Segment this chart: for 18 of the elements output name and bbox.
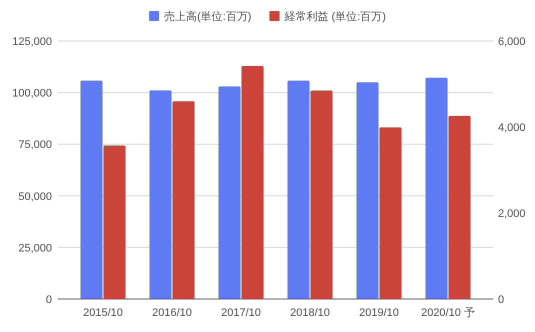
y-tick-label: 0 [46, 294, 52, 306]
y2-tick-label: 0 [498, 294, 504, 306]
y-tick-label: 125,000 [12, 36, 52, 48]
x-tick-label: 2015/10 [83, 307, 123, 319]
y-tick-label: 50,000 [18, 190, 52, 203]
y2-tick-label: 2,000 [498, 208, 526, 220]
legend-label: 売上高(単位:百万) [164, 10, 252, 23]
x-tick-label: 2020/10 予 [421, 307, 475, 319]
x-tick-label: 2016/10 [152, 307, 192, 319]
y2-tick-label: 6,000 [498, 36, 526, 48]
x-tick-label: 2018/10 [290, 307, 330, 319]
y2-tick-label: 4,000 [498, 122, 526, 134]
x-tick-label: 2017/10 [221, 307, 261, 319]
x-tick-label: 2019/10 [359, 307, 399, 319]
y-tick-label: 25,000 [18, 242, 52, 254]
legend-label: 経常利益 (単位:百万) [283, 10, 386, 23]
y-tick-label: 100,000 [12, 88, 52, 100]
y-tick-label: 75,000 [18, 139, 52, 152]
